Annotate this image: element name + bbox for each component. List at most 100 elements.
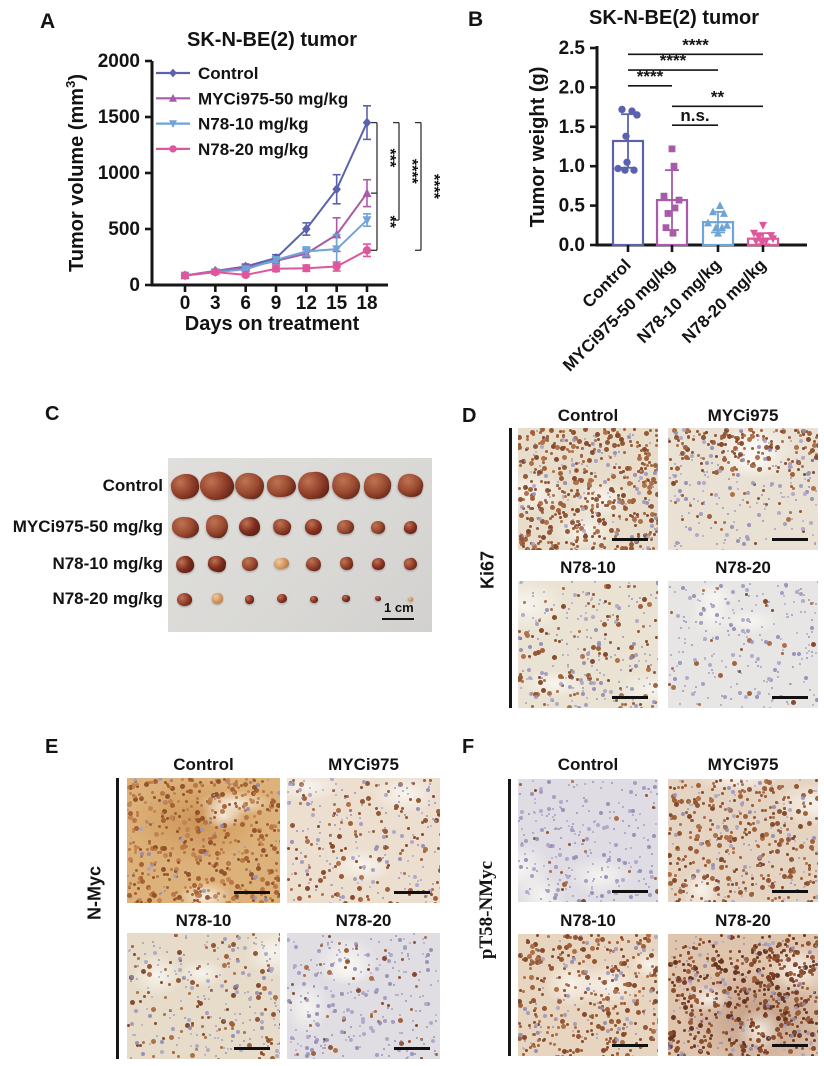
data-point bbox=[664, 210, 672, 217]
x-tick-label: 0 bbox=[180, 293, 191, 314]
ihc-blue-speckle-layer bbox=[127, 778, 129, 780]
panel-f-bracket-line bbox=[508, 779, 511, 1056]
ihc-scale-bar bbox=[772, 696, 808, 699]
data-point bbox=[750, 229, 758, 238]
panel-letter-d: D bbox=[462, 405, 477, 427]
ihc-blue-speckle-layer bbox=[287, 778, 289, 780]
y-tick-label: 0.5 bbox=[559, 196, 586, 217]
y-tick-label: 2.5 bbox=[559, 38, 586, 59]
panel-letter-a: A bbox=[40, 10, 55, 33]
ihc-tile-n78-10 bbox=[127, 933, 280, 1059]
legend-marker bbox=[169, 120, 177, 128]
tumor-specimen bbox=[171, 515, 199, 539]
tumor-specimen bbox=[370, 519, 387, 535]
tumor-specimen bbox=[338, 556, 354, 572]
data-point bbox=[621, 166, 629, 174]
y-axis-label: Tumor weight (g) bbox=[527, 67, 549, 228]
tumor-specimen bbox=[297, 471, 331, 501]
tumor-specimen bbox=[169, 471, 201, 501]
tumor-specimen bbox=[371, 557, 386, 571]
ihc-tile-title: N78-20 bbox=[715, 558, 771, 577]
ihc-scale-bar bbox=[612, 1044, 648, 1047]
ihc-scale-bar bbox=[394, 1047, 430, 1050]
data-point bbox=[362, 117, 372, 128]
panel-e-bracket-line bbox=[116, 778, 119, 1059]
y-tick-label: 1.5 bbox=[559, 117, 586, 138]
data-point bbox=[718, 223, 726, 232]
ihc-tile-control bbox=[127, 778, 280, 903]
tumor-specimen bbox=[341, 594, 351, 604]
legend-label: N78-10 mg/kg bbox=[198, 115, 309, 134]
panel-f-row-label: pT58-NMyc bbox=[476, 860, 497, 960]
sig-label: **** bbox=[660, 51, 687, 70]
tumor-specimen bbox=[309, 595, 318, 603]
ihc-scale-bar bbox=[612, 890, 648, 893]
data-point bbox=[752, 237, 760, 246]
panel-letter-f: F bbox=[462, 736, 475, 758]
data-point bbox=[755, 233, 763, 242]
ihc-scale-bar bbox=[772, 890, 808, 893]
ihc-scale-bar bbox=[612, 538, 648, 541]
tumor-specimen bbox=[402, 556, 419, 572]
data-point bbox=[670, 162, 678, 170]
data-point bbox=[180, 271, 190, 280]
ihc-tile-title: Control bbox=[557, 755, 619, 774]
data-point bbox=[211, 267, 220, 277]
sig-label: **** bbox=[425, 174, 442, 200]
tumor-specimen bbox=[267, 474, 297, 497]
ihc-blue-speckle-layer bbox=[127, 933, 129, 935]
sig-label: ** bbox=[381, 215, 398, 228]
panel-d-bracket-line bbox=[509, 428, 512, 708]
tumor-specimen bbox=[403, 520, 418, 534]
data-point bbox=[669, 229, 677, 237]
data-point bbox=[362, 216, 372, 225]
ihc-tile-myci975 bbox=[287, 778, 440, 903]
ihc-tile-myci975 bbox=[668, 779, 818, 902]
ihc-blue-speckle-layer bbox=[287, 933, 289, 935]
data-point bbox=[618, 105, 626, 114]
tumor-specimen bbox=[241, 557, 258, 571]
data-point bbox=[622, 132, 630, 140]
tumor-specimen bbox=[205, 514, 230, 540]
y-tick-label: 500 bbox=[108, 219, 140, 240]
tumor-specimen bbox=[244, 593, 255, 605]
ihc-blue-speckle-layer bbox=[518, 934, 520, 936]
data-point bbox=[704, 218, 712, 227]
panel-b-tumor-weight-chart: B SK-N-BE(2) tumor 0.0 0.5 1.0 1.5 2.0 2.5 Tumor… bbox=[468, 7, 807, 375]
ihc-tile-title: Control bbox=[173, 755, 234, 774]
tumor-specimen bbox=[305, 555, 323, 573]
tumor-specimen bbox=[238, 517, 261, 537]
x-tick-label: 15 bbox=[326, 293, 348, 314]
panel-letter-e: E bbox=[45, 736, 59, 758]
ihc-tile-myci975 bbox=[668, 428, 818, 550]
y-tick-label: 2.0 bbox=[559, 77, 585, 98]
data-point bbox=[241, 265, 251, 275]
ihc-tile-title: N78-10 bbox=[175, 911, 232, 930]
data-point bbox=[271, 255, 281, 265]
legend-marker bbox=[169, 145, 177, 153]
data-point bbox=[671, 204, 679, 212]
data-point bbox=[720, 209, 728, 217]
ihc-tile-n78-10 bbox=[518, 934, 658, 1056]
photo-row-label: MYCi975-50 mg/kg bbox=[12, 517, 163, 536]
data-point bbox=[271, 264, 281, 273]
data-point bbox=[332, 184, 341, 195]
ihc-tile-n78-20 bbox=[668, 934, 818, 1056]
data-point bbox=[241, 270, 250, 280]
sig-label: **** bbox=[403, 159, 420, 185]
x-tick-label: 12 bbox=[296, 293, 317, 314]
data-point bbox=[332, 245, 342, 255]
data-point bbox=[302, 224, 311, 234]
tumor-specimen bbox=[374, 595, 382, 603]
tumor-specimen bbox=[276, 593, 287, 605]
ihc-tile-title: MYCi975 bbox=[707, 755, 779, 774]
ihc-blue-speckle-layer bbox=[518, 779, 520, 781]
tumor-specimen bbox=[304, 517, 324, 536]
sig-label: n.s. bbox=[680, 106, 709, 125]
data-point bbox=[362, 246, 372, 255]
ihc-tile-n78-10 bbox=[518, 581, 658, 708]
ihc-tile-n78-20 bbox=[668, 581, 818, 708]
tumor-specimen bbox=[211, 593, 223, 605]
panel-d-row-label: Ki67 bbox=[477, 550, 498, 590]
